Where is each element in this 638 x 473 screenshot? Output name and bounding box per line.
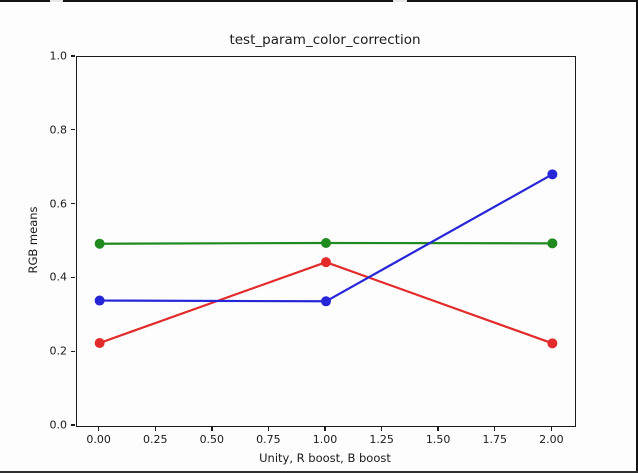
x-tick-mark <box>267 426 270 431</box>
x-tick-label: 0.25 <box>142 433 168 446</box>
y-tick-label: 1.0 <box>49 49 68 63</box>
window-bottom-edge <box>0 471 638 473</box>
x-tick-mark <box>550 426 553 431</box>
blue-marker <box>94 295 105 306</box>
x-tick-mark <box>494 426 496 431</box>
x-tick-label: 0.50 <box>199 433 225 446</box>
blue-marker <box>547 169 558 180</box>
y-tick-mark <box>70 55 75 57</box>
window-top-edge-gap <box>50 0 63 2</box>
blue-line <box>99 173 553 303</box>
y-tick-label: 0.2 <box>49 344 68 358</box>
red-marker <box>94 337 105 348</box>
blue-marker <box>321 296 331 307</box>
y-tick-mark <box>70 276 75 279</box>
window-top-edge-gap <box>393 0 407 2</box>
y-tick-mark <box>70 424 75 426</box>
plot-area <box>76 56 576 427</box>
x-tick-mark <box>154 426 156 431</box>
y-tick-label: 0.4 <box>49 270 68 284</box>
x-tick-mark <box>437 426 439 431</box>
red-marker <box>321 257 331 268</box>
x-axis-label: Unity, R boost, B boost <box>259 451 391 465</box>
y-tick-mark <box>70 350 75 352</box>
x-tick-mark <box>324 426 326 431</box>
green-marker <box>321 237 331 248</box>
window-right-edge <box>636 0 638 473</box>
x-tick-mark <box>380 426 383 431</box>
y-tick-mark <box>70 129 75 131</box>
y-tick-label: 0.0 <box>49 418 68 432</box>
x-tick-label: 1.25 <box>369 433 394 446</box>
red-marker <box>547 338 558 349</box>
y-tick-label: 0.6 <box>49 197 68 211</box>
green-marker <box>94 238 105 249</box>
y-tick-label: 0.8 <box>49 123 68 137</box>
x-tick-label: 0.75 <box>256 433 281 446</box>
x-tick-label: 1.50 <box>425 433 451 446</box>
green-marker <box>547 238 558 249</box>
x-tick-label: 1.00 <box>312 433 338 446</box>
x-tick-mark <box>211 426 213 431</box>
x-tick-label: 2.00 <box>539 433 564 446</box>
x-tick-label: 1.75 <box>482 433 508 446</box>
x-tick-label: 0.00 <box>86 433 111 446</box>
x-tick-mark <box>97 426 100 431</box>
y-tick-mark <box>70 202 75 205</box>
line-plot-svg <box>94 169 558 349</box>
window-top-edge <box>0 0 638 2</box>
chart-title: test_param_color_correction <box>229 32 421 48</box>
y-axis-label: RGB means <box>26 206 40 274</box>
